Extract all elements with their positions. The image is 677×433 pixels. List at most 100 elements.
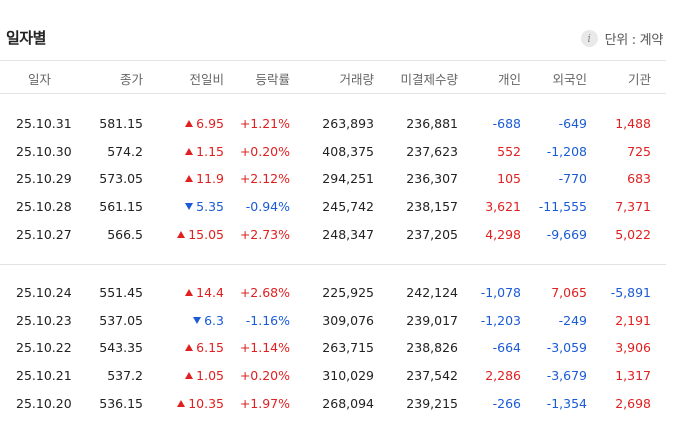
cell-foreign: -249 xyxy=(558,312,587,328)
cell-rate: +0.20% xyxy=(239,368,290,384)
column-header-individual: 개인 xyxy=(497,72,521,87)
cell-institution: 3,906 xyxy=(615,340,651,356)
cell-date: 25.10.21 xyxy=(16,368,72,384)
cell-institution: 1,317 xyxy=(615,368,651,384)
cell-close: 561.15 xyxy=(99,199,143,215)
cell-change: 1.15 xyxy=(185,144,224,159)
cell-change-value: 15.05 xyxy=(188,226,224,242)
column-header-rate: 등락률 xyxy=(255,72,290,87)
info-icon[interactable]: i xyxy=(580,30,598,47)
cell-foreign: -1,354 xyxy=(546,395,587,411)
cell-institution: 7,371 xyxy=(615,199,651,215)
column-header-change: 전일비 xyxy=(189,72,224,87)
cell-change: 15.05 xyxy=(177,227,224,242)
cell-foreign: -11,555 xyxy=(538,199,587,215)
table-row: 25.10.22 543.35 6.15 +1.14% 263,715 238,826 -6… xyxy=(0,334,666,362)
unit-info: i 단위 : 계약 xyxy=(580,29,664,48)
cell-volume: 268,094 xyxy=(322,395,374,411)
arrow-up-icon xyxy=(185,147,194,155)
cell-close: 543.35 xyxy=(99,340,143,356)
cell-open-interest: 238,826 xyxy=(406,340,458,356)
cell-institution: 725 xyxy=(627,143,651,159)
cell-institution: 5,022 xyxy=(615,226,651,242)
arrow-up-icon xyxy=(185,372,194,380)
page-title: 일자별 xyxy=(6,29,46,47)
cell-open-interest: 237,623 xyxy=(406,143,458,159)
cell-close: 566.5 xyxy=(107,226,143,242)
cell-foreign: -3,059 xyxy=(546,340,587,356)
cell-volume: 248,347 xyxy=(322,226,374,242)
arrow-up-icon xyxy=(177,230,186,238)
cell-open-interest: 238,157 xyxy=(406,199,458,215)
cell-change-value: 10.35 xyxy=(188,395,224,411)
cell-individual: -266 xyxy=(492,395,521,411)
cell-change: 14.4 xyxy=(185,285,224,300)
cell-change-value: 6.15 xyxy=(196,340,224,356)
group-divider xyxy=(0,264,666,265)
cell-date: 25.10.28 xyxy=(16,199,72,215)
table-row: 25.10.23 537.05 6.3 -1.16% 309,076 239,017 -1,… xyxy=(0,307,666,335)
cell-foreign: 7,065 xyxy=(551,285,587,300)
arrow-down-icon xyxy=(185,203,194,211)
column-headers: 일자 종가 전일비 등락률 거래량 미결제수량 개인 외국인 기관 xyxy=(0,60,666,94)
cell-close: 551.45 xyxy=(99,285,143,300)
cell-foreign: -770 xyxy=(558,171,587,187)
cell-individual: 4,298 xyxy=(485,226,521,242)
cell-volume: 310,029 xyxy=(322,368,374,384)
table-row: 25.10.31 581.15 6.95 +1.21% 263,893 236,881 -6… xyxy=(0,110,666,138)
arrow-down-icon xyxy=(193,316,202,324)
table-group-week-2: 25.10.24 551.45 14.4 +2.68% 225,925 242,124 -1… xyxy=(0,279,666,417)
cell-date: 25.10.24 xyxy=(16,285,72,300)
cell-rate: -0.94% xyxy=(245,199,290,215)
table-row: 25.10.29 573.05 11.9 +2.12% 294,251 236,307 10… xyxy=(0,165,666,193)
cell-date: 25.10.31 xyxy=(16,116,72,131)
column-header-foreign: 외국인 xyxy=(552,72,587,87)
cell-change-value: 11.9 xyxy=(196,171,224,187)
cell-change: 6.95 xyxy=(185,116,224,131)
cell-change: 10.35 xyxy=(177,396,224,411)
cell-change-value: 6.95 xyxy=(196,116,224,131)
cell-rate: -1.16% xyxy=(245,312,290,328)
cell-change-value: 6.3 xyxy=(204,312,224,328)
table-row: 25.10.20 536.15 10.35 +1.97% 268,094 239,215 -… xyxy=(0,390,666,418)
table-row: 25.10.21 537.2 1.05 +0.20% 310,029 237,542 2,2… xyxy=(0,362,666,390)
cell-individual: -1,203 xyxy=(480,312,521,328)
cell-individual: -688 xyxy=(492,116,521,131)
arrow-up-icon xyxy=(185,175,194,183)
unit-label: 단위 : 계약 xyxy=(604,33,664,48)
cell-change: 1.05 xyxy=(185,368,224,383)
cell-volume: 263,715 xyxy=(322,340,374,356)
cell-close: 581.15 xyxy=(99,116,143,131)
column-header-date: 일자 xyxy=(28,72,52,87)
cell-date: 25.10.20 xyxy=(16,395,72,411)
cell-institution: 683 xyxy=(627,171,651,187)
cell-institution: -5,891 xyxy=(610,285,651,300)
cell-foreign: -3,679 xyxy=(546,368,587,384)
cell-change-value: 1.05 xyxy=(196,368,224,384)
cell-open-interest: 237,542 xyxy=(406,368,458,384)
arrow-up-icon xyxy=(185,289,194,296)
cell-date: 25.10.30 xyxy=(16,143,72,159)
cell-institution: 2,698 xyxy=(615,395,651,411)
cell-open-interest: 237,205 xyxy=(406,226,458,242)
cell-volume: 245,742 xyxy=(322,199,374,215)
cell-open-interest: 236,881 xyxy=(406,116,458,131)
cell-individual: 552 xyxy=(497,143,521,159)
cell-open-interest: 239,215 xyxy=(406,395,458,411)
cell-date: 25.10.29 xyxy=(16,171,72,187)
cell-individual: 105 xyxy=(497,171,521,187)
cell-foreign: -9,669 xyxy=(546,226,587,242)
cell-individual: -664 xyxy=(492,340,521,356)
cell-open-interest: 242,124 xyxy=(406,285,458,300)
cell-volume: 263,893 xyxy=(322,116,374,131)
table-row: 25.10.30 574.2 1.15 +0.20% 408,375 237,623 552… xyxy=(0,138,666,166)
column-header-volume: 거래량 xyxy=(339,72,374,87)
cell-foreign: -1,208 xyxy=(546,143,587,159)
cell-close: 574.2 xyxy=(107,143,143,159)
cell-close: 537.05 xyxy=(99,312,143,328)
cell-close: 573.05 xyxy=(99,171,143,187)
cell-change: 6.3 xyxy=(193,313,224,328)
column-header-close: 종가 xyxy=(119,72,143,87)
arrow-up-icon xyxy=(185,120,194,127)
column-header-open-interest: 미결제수량 xyxy=(400,72,458,87)
